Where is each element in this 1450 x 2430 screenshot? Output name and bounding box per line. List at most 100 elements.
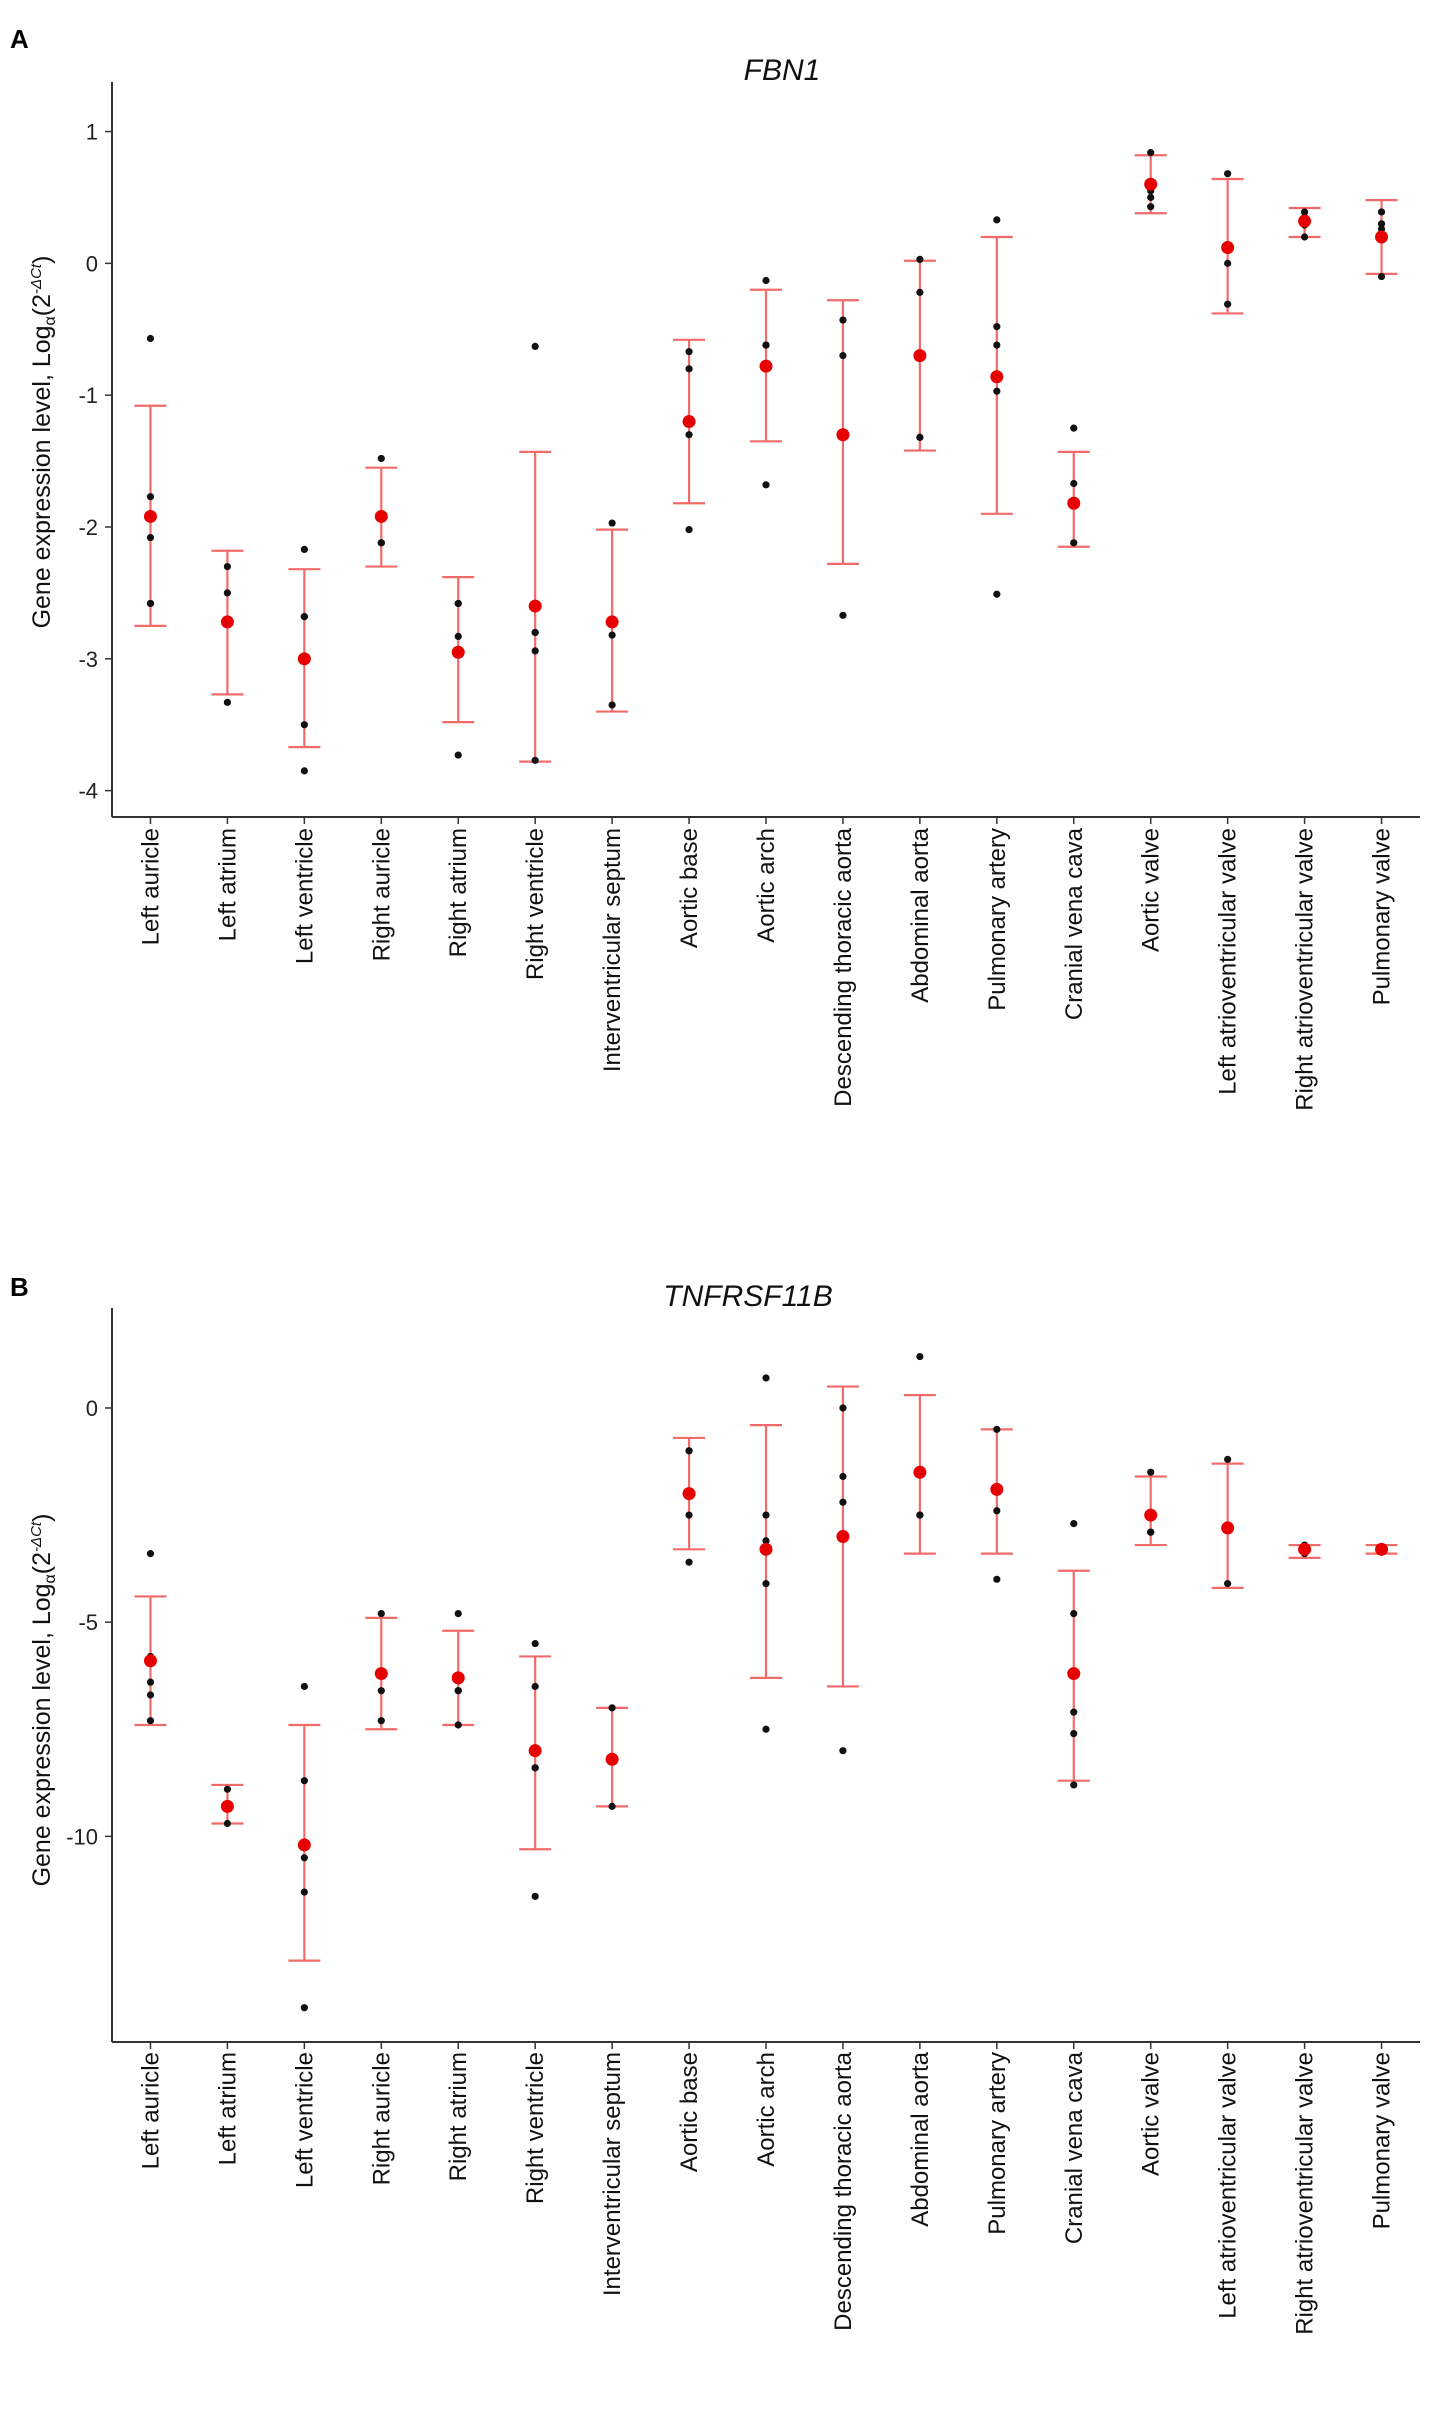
- panel-b-data-point: [223, 1819, 232, 1828]
- panel-b-x-tick-label: Pulmonary valve: [1369, 2052, 1396, 2229]
- panel-b-mean-point: [451, 1671, 465, 1685]
- panel-a-y-ticks: 1 0 -1 -2 -3 -4: [78, 120, 112, 804]
- panel-b-mean-point: [759, 1542, 773, 1556]
- panel-a-data-point: [377, 539, 385, 547]
- panel-a-x-tick-label: Pulmonary valve: [1369, 828, 1396, 1005]
- panel-a-data-point: [300, 613, 308, 621]
- panel-b-data-point: [1070, 1729, 1078, 1738]
- panel-b-mean-point: [143, 1654, 157, 1668]
- panel-b-data-point: [300, 1854, 308, 1862]
- panel-a-x-tick-label: Left atrium: [214, 828, 241, 941]
- panel-a-data-point: [1224, 259, 1232, 267]
- panel-a-data-point: [377, 454, 385, 463]
- panel-a-data-point: [146, 334, 155, 343]
- panel-a-data-point: [1070, 424, 1078, 432]
- panel-a-mean-point: [1067, 496, 1081, 510]
- panel-b-data-point: [1070, 1781, 1078, 1789]
- panel-b-x-tick-label: Left atrioventricular valve: [1215, 2052, 1242, 2319]
- panel-b-letter: B: [10, 1272, 29, 1302]
- panel-a-data-point: [1377, 220, 1386, 228]
- panel-a-x-tick-label: Aortic base: [676, 828, 703, 948]
- panel-b-x-tick-label: Aortic arch: [753, 2052, 780, 2167]
- panel-b-axes: [111, 1308, 1420, 2049]
- panel-b-mean-point: [220, 1799, 234, 1813]
- panel-b-mean-point: [1144, 1508, 1158, 1522]
- panel-b-data-point: [993, 1425, 1001, 1433]
- panel-a-data-point: [1300, 208, 1309, 216]
- panel-b-x-tick-labels: Left auricle Left atrium Left ventricle Rig…: [137, 2051, 1395, 2334]
- panel-a-data-point: [531, 342, 539, 351]
- panel-a-data-point: [223, 562, 232, 571]
- panel-a-x-tick-label: Left auricle: [137, 828, 164, 945]
- panel-b-data-point: [377, 1717, 385, 1725]
- panel-a-data-point: [993, 387, 1001, 395]
- panel-a-data-point: [1224, 300, 1232, 308]
- panel-a-letter: A: [10, 24, 29, 54]
- panel-b-data-point: [916, 1511, 924, 1519]
- panel-a-data-point: [454, 751, 462, 759]
- panel-a-data-point: [146, 533, 155, 542]
- panel-a-x-tick-label: Aortic arch: [753, 828, 780, 943]
- panel-b-mean-point: [1221, 1521, 1235, 1535]
- panel-b-y-tick-label: 0: [86, 1396, 98, 1421]
- panel-a-mean-point: [1298, 214, 1312, 228]
- panel-a-x-tick-label: Aortic valve: [1138, 828, 1165, 952]
- panel-b-mean-point: [836, 1529, 850, 1543]
- panel-a-x-tick-label: Descending thoracic aorta: [830, 827, 857, 1106]
- panel-a-x-tick-label: Right atrioventricular valve: [1292, 828, 1319, 1111]
- panel-a-data-point: [1224, 170, 1232, 178]
- panel-b-x-tick-label: Right ventricle: [522, 2052, 549, 2204]
- panel-a-x-tick-labels: Left auricle Left atrium Left ventricle Rig…: [137, 827, 1395, 1110]
- panel-a-x-tick-label: Abdominal aorta: [907, 827, 934, 1002]
- panel-a-data-point: [916, 255, 924, 264]
- panel-b-data-point: [531, 1892, 539, 1900]
- panel-a-data-point: [839, 316, 847, 324]
- panel-b-data-point: [608, 1802, 616, 1810]
- panel-b-y-axis-label: Gene expression level, Logα(2-ΔCt): [28, 1514, 59, 1887]
- panel-a-data-point: [685, 365, 693, 373]
- panel-b-title: TNFRSF11B: [663, 1280, 832, 1313]
- panel-b: B TNFRSF11B Gene expression level, Logα(…: [10, 1272, 1420, 2335]
- panel-b-x-tick-label: Left auricle: [137, 2052, 164, 2169]
- panel-a-data-point: [762, 341, 770, 349]
- panel-b-mean-point: [1067, 1667, 1081, 1681]
- panel-a-mean-point: [605, 615, 619, 629]
- panel-a-data-point: [223, 698, 232, 706]
- panel-a-data-point: [1070, 479, 1078, 488]
- panel-a-mean-point: [836, 428, 850, 442]
- panel-b-data-point: [531, 1764, 539, 1772]
- panel-a-data-point: [916, 288, 924, 296]
- panel-a-data-point: [839, 352, 847, 360]
- panel-a-data-point: [608, 631, 616, 639]
- panel-b-data-point: [1070, 1708, 1078, 1716]
- panel-a-y-axis-label: Gene expression level, Logα(2-ΔCt): [28, 256, 59, 629]
- panel-a-data-point: [454, 632, 462, 641]
- panel-a-data-point: [762, 276, 770, 285]
- panel-b-data-point: [685, 1447, 693, 1455]
- panel-b-data-point: [1070, 1609, 1078, 1618]
- panel-b-data-point: [1147, 1528, 1155, 1536]
- panel-b-data-point: [1147, 1468, 1155, 1476]
- panel-b-data-point: [300, 1888, 308, 1896]
- panel-a-data-point: [531, 628, 539, 637]
- panel-b-x-tick-label: Aortic base: [676, 2052, 703, 2172]
- panel-b-mean-point: [990, 1482, 1004, 1496]
- panel-a-data-point: [1070, 539, 1078, 547]
- panel-a-data-point: [762, 481, 770, 489]
- panel-a-y-tick-label: -1: [78, 383, 98, 408]
- panel-a-data-point: [993, 341, 1001, 349]
- panel-a-mean-point: [990, 370, 1004, 384]
- panel-b-data-point: [839, 1404, 847, 1412]
- panel-a-data-point: [300, 545, 308, 554]
- panel-a-data-point: [916, 433, 924, 441]
- panel-b-mean-point: [297, 1838, 311, 1852]
- panel-b-data-point: [454, 1609, 462, 1618]
- panel-b-data-point: [531, 1682, 539, 1691]
- panel-a-mean-point: [528, 599, 542, 613]
- panel-a-y-tick-label: -4: [78, 779, 98, 804]
- panel-b-data-point: [377, 1687, 385, 1695]
- panel-b-data-point: [454, 1687, 462, 1695]
- panel-b-x-tick-label: Aortic valve: [1138, 2052, 1165, 2176]
- panel-a-y-tick-label: -3: [78, 647, 98, 672]
